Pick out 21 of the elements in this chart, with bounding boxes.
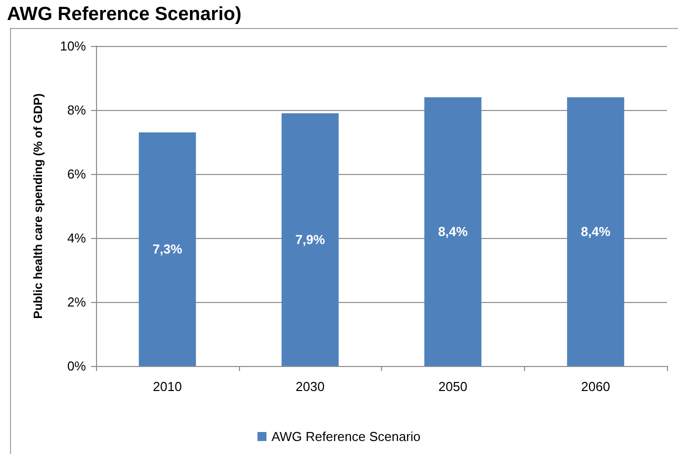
x-tick-label: 2060 [581, 379, 610, 394]
bar [282, 113, 339, 366]
legend-label: AWG Reference Scenario [271, 429, 421, 444]
y-tick-label: 0% [67, 358, 86, 374]
x-tick-label: 2050 [438, 379, 468, 394]
bar [424, 97, 482, 366]
y-tick-label: 6% [67, 166, 86, 182]
data-label: 7,3% [152, 242, 183, 257]
data-label: 8,4% [438, 224, 468, 240]
y-tick-label: 10% [60, 38, 86, 54]
bar [138, 132, 196, 366]
chart-title: AWG Reference Scenario) [7, 4, 242, 25]
data-label: 7,9% [295, 232, 326, 248]
y-tick-label: 4% [67, 230, 86, 246]
data-label: 8,4% [580, 224, 611, 240]
y-tick-label: 2% [67, 294, 86, 310]
y-axis-title: Public health care spending (% of GDP) [31, 93, 45, 319]
x-tick-label: 2010 [152, 379, 182, 394]
x-tick-label: 2030 [296, 379, 325, 394]
bar [567, 97, 624, 366]
y-tick-label: 8% [67, 102, 86, 118]
